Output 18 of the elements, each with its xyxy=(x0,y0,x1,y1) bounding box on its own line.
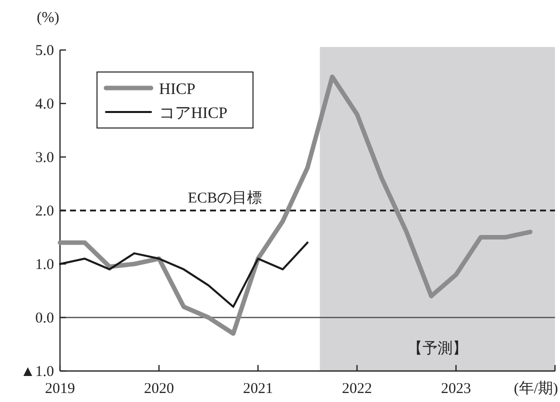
y-tick-label: 2.0 xyxy=(35,204,54,220)
x-tick-label: 2019 xyxy=(45,381,75,397)
xlabel: (年/期) xyxy=(514,381,558,397)
x-tick-label: 2022 xyxy=(342,381,372,397)
y-tick-label: 1.0 xyxy=(35,257,54,273)
ylabel: (%) xyxy=(36,10,60,26)
y-tick-label: 4.0 xyxy=(35,96,54,112)
y-tick-label: 3.0 xyxy=(35,150,54,166)
x-tick-label: 2020 xyxy=(144,381,174,397)
y-tick-label: ▲1.0 xyxy=(20,364,54,380)
legend-label: HICP xyxy=(159,81,196,98)
y-tick-label: 0.0 xyxy=(35,310,54,326)
y-tick-label: 5.0 xyxy=(35,43,54,59)
x-tick-label: 2023 xyxy=(441,381,471,397)
ref-line-label: ECBの目標 xyxy=(188,190,262,206)
legend-label: コアHICP xyxy=(159,105,228,122)
band-label: 【予測】 xyxy=(407,340,468,357)
x-tick-label: 2021 xyxy=(243,381,273,397)
